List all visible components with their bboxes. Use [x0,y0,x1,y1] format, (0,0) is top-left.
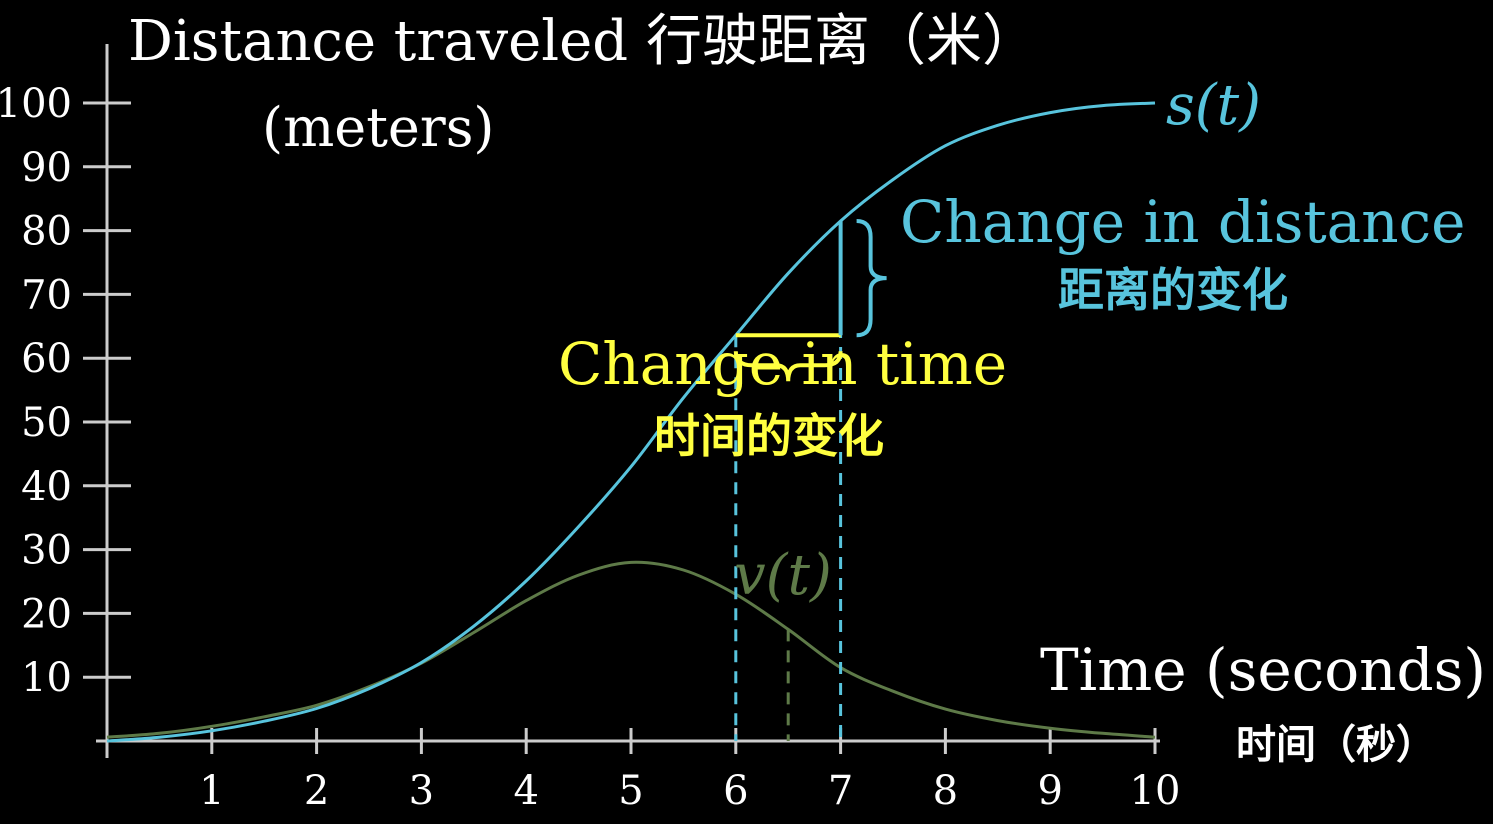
y-axis-unit: (meters) [262,96,494,159]
x-tick-label: 3 [409,768,434,814]
velocity-curve-label: v(t) [734,543,832,608]
x-ticks: 1 2 3 4 5 6 7 8 9 10 [199,728,1180,814]
change-in-time-label-cn: 时间的变化 [654,409,884,463]
distance-curve [106,101,1156,743]
x-tick-label: 7 [828,768,853,814]
x-tick-label: 2 [304,768,329,814]
y-tick-label: 30 [21,528,72,574]
y-tick-label: 10 [21,655,72,701]
x-tick-label: 5 [618,768,643,814]
y-tick-label: 40 [21,464,72,510]
y-tick-label: 20 [21,591,72,637]
x-axis-title-cn: 时间（秒） [1236,722,1436,768]
distance-curve-label: s(t) [1166,73,1261,138]
change-in-distance-label-cn: 距离的变化 [1058,263,1288,317]
change-in-time-brace [733,351,843,382]
change-in-distance-brace [856,219,887,338]
change-in-distance-label: Change in distance [900,188,1465,256]
y-ticks: 10 20 30 40 50 60 70 80 90 100 [0,81,131,701]
x-tick-label: 1 [199,768,224,814]
y-tick-label: 70 [21,272,72,318]
x-axis-title: Time (seconds) [1040,636,1486,704]
x-tick-label: 8 [933,768,958,814]
velocity-curve [106,560,1156,739]
y-tick-label: 90 [21,145,72,191]
y-tick-label: 100 [0,81,72,127]
x-tick-label: 6 [723,768,748,814]
x-tick-label: 10 [1130,768,1181,814]
x-tick-label: 4 [513,768,538,814]
y-tick-label: 80 [21,209,72,255]
change-in-time-label: Change in time [558,330,1007,398]
x-tick-label: 9 [1037,768,1062,814]
y-tick-label: 60 [21,336,72,382]
y-axis-title: Distance traveled 行驶距离（米） [128,9,1038,74]
y-tick-label: 50 [21,400,72,446]
